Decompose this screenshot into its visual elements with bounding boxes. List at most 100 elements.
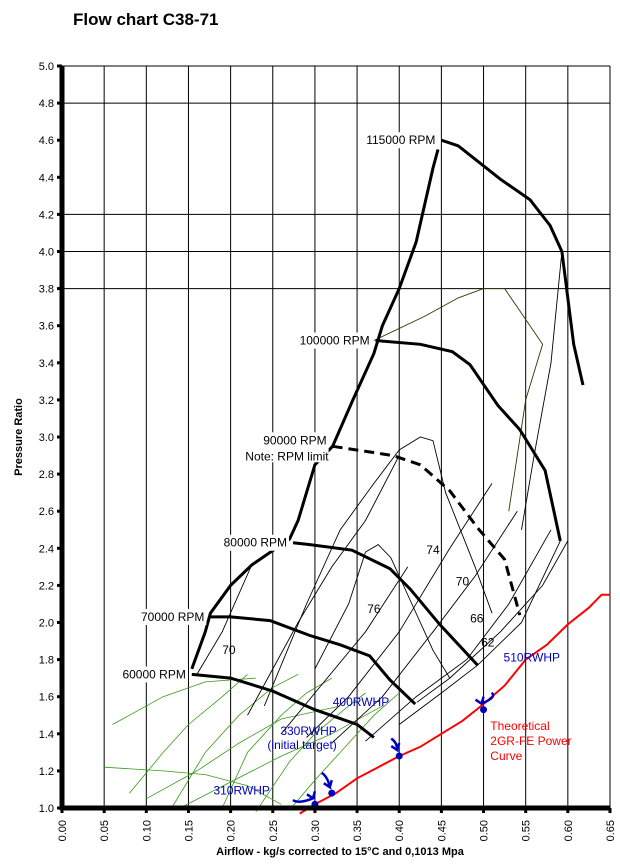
- efficiency-island: [373, 288, 544, 512]
- efficiency-label: 76: [367, 602, 381, 616]
- y-axis-label: Pressure Ratio: [13, 398, 25, 476]
- y-tick-label: 2.6: [39, 506, 54, 518]
- annotation-arrow: [474, 691, 495, 706]
- y-tick-label: 3.4: [39, 358, 54, 370]
- y-tick-label: 4.8: [39, 98, 54, 110]
- speed-note: Note: RPM limit: [245, 449, 329, 463]
- x-tick-label: 0.00: [57, 820, 69, 841]
- annotation-arrow: [321, 771, 333, 790]
- power-curve: [299, 593, 610, 815]
- y-tick-label: 2.0: [39, 618, 54, 630]
- annotation-label: 310RWHP: [213, 783, 269, 797]
- y-tick-label: 3.2: [39, 395, 54, 407]
- x-tick-label: 0.30: [310, 820, 322, 841]
- speed-line: [375, 339, 562, 542]
- annotation-arrow: [292, 790, 317, 803]
- efficiency-island: [196, 564, 253, 675]
- speed-line: [332, 444, 522, 616]
- x-tick-label: 0.45: [436, 820, 448, 841]
- secondary-map-line: [289, 692, 400, 811]
- speed-label: 115000 RPM: [366, 133, 435, 147]
- speed-label: 70000 RPM: [141, 610, 204, 624]
- annotation-point: [328, 789, 336, 797]
- y-tick-label: 2.4: [39, 543, 54, 555]
- chart-title: Flow chart C38-71: [73, 10, 219, 29]
- speed-line: [292, 541, 479, 667]
- efficiency-island: [314, 544, 451, 679]
- y-tick-label: 3.0: [39, 432, 54, 444]
- annotation-point: [395, 752, 403, 760]
- secondary-map-line: [179, 705, 383, 809]
- y-tick-label: 1.6: [39, 692, 54, 704]
- axes: 1.0 1.2 1.4 1.6 1.8 2.0 2.2 2.4 2.6 2.8 3.0 3.2 3.4 3…: [39, 61, 617, 841]
- secondary-map-line: [112, 677, 256, 725]
- annotation-label: 330RWHP: [280, 724, 336, 738]
- annotation-arrow: [390, 737, 401, 753]
- y-tick-label: 1.0: [39, 803, 54, 815]
- annotation-label: 510RWHP: [504, 651, 560, 665]
- x-tick-label: 0.20: [226, 820, 238, 841]
- speed-line: [440, 138, 585, 386]
- speed-label: 100000 RPM: [300, 334, 370, 348]
- y-tick-label: 5.0: [39, 61, 54, 73]
- efficiency-label: 66: [470, 612, 484, 626]
- y-tick-label: 4.2: [39, 209, 54, 221]
- x-tick-label: 0.05: [99, 820, 111, 841]
- annotation-point: [480, 706, 488, 714]
- speed-label-bg: [363, 132, 438, 149]
- speed-label-bg: [113, 666, 188, 683]
- x-axis-label: Airflow - kg/s corrected to 15°C and 0,1…: [216, 846, 465, 858]
- y-tick-label: 4.0: [39, 247, 54, 259]
- x-tick-label: 0.60: [563, 820, 575, 841]
- x-tick-label: 0.55: [521, 820, 533, 841]
- secondary-map-line: [171, 674, 299, 809]
- choke-line: [306, 483, 493, 738]
- speed-label-bg: [132, 608, 207, 625]
- grid: [62, 65, 611, 808]
- chart-marks: 76 74 70 66 62 70 60000 RPM 70000 RPM 80000 RPM 9…: [104, 132, 610, 815]
- choke-line: [280, 566, 409, 735]
- y-tick-label: 3.6: [39, 321, 54, 333]
- efficiency-label: 74: [426, 543, 440, 557]
- y-tick-label: 2.8: [39, 469, 54, 481]
- efficiency-island: [263, 436, 493, 707]
- efficiency-island: [521, 251, 563, 530]
- secondary-map-line: [129, 674, 248, 794]
- speed-label: 80000 RPM: [224, 536, 287, 550]
- speed-label: 60000 RPM: [122, 667, 185, 681]
- y-tick-label: 1.8: [39, 655, 54, 667]
- x-tick-label: 0.35: [352, 820, 364, 841]
- secondary-map-line: [255, 692, 366, 812]
- y-tick-label: 4.6: [39, 135, 54, 147]
- secondary-map-line: [221, 677, 333, 809]
- power-curve-label: Theoretical 2GR-FE Power Curve: [490, 719, 571, 763]
- speed-label-bg: [254, 432, 329, 463]
- speed-line: [191, 672, 375, 739]
- choke-line: [331, 510, 518, 744]
- y-tick-label: 3.8: [39, 284, 54, 296]
- y-tick-label: 2.2: [39, 580, 54, 592]
- choke-line: [416, 540, 569, 703]
- x-tick-label: 0.15: [183, 820, 195, 841]
- x-tick-label: 0.40: [394, 820, 406, 841]
- efficiency-label: 70: [456, 574, 470, 588]
- x-tick-label: 0.10: [141, 820, 153, 841]
- secondary-map-line: [146, 705, 341, 800]
- y-tick-label: 4.4: [39, 172, 54, 184]
- efficiency-label: 62: [481, 636, 495, 650]
- x-tick-label: 0.25: [268, 820, 280, 841]
- efficiency-label: 70: [222, 643, 236, 657]
- speed-label-bg: [215, 534, 290, 551]
- x-tick-label: 0.50: [479, 820, 491, 841]
- secondary-map-line: [104, 766, 282, 805]
- speed-line: [210, 615, 417, 706]
- x-tick-label: 0.65: [605, 820, 617, 841]
- y-tick-label: 1.4: [39, 729, 54, 741]
- annotation-sublabel: (initial target): [267, 738, 336, 752]
- y-tick-label: 1.2: [39, 766, 54, 778]
- choke-line: [365, 529, 552, 742]
- speed-label: 90000 RPM: [263, 433, 326, 447]
- speed-label-bg: [297, 332, 372, 349]
- annotation-label: 400RWHP: [333, 695, 389, 709]
